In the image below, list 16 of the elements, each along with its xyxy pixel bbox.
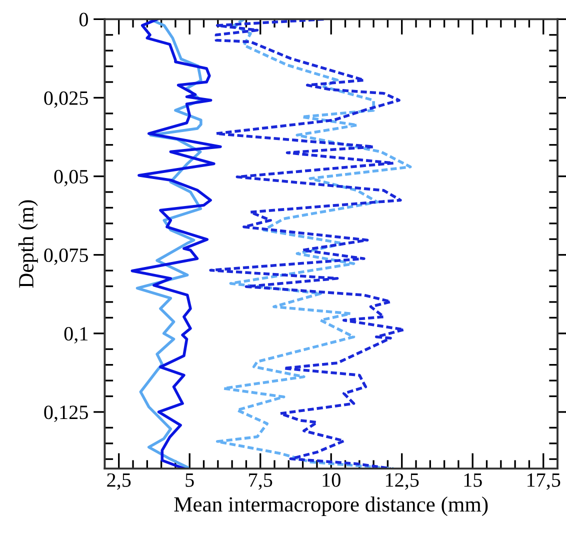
y-tick-label: 0,05 bbox=[54, 170, 88, 186]
x-tick-label: 2,5 bbox=[107, 473, 131, 490]
x-tick-label: 10 bbox=[322, 473, 340, 487]
y-tick-label: 0,1 bbox=[64, 327, 88, 344]
y-tick-label: 0,075 bbox=[44, 248, 88, 265]
line-series bbox=[130, 19, 222, 469]
x-tick-label: 17,5 bbox=[528, 473, 560, 490]
y-tick-label: 0,125 bbox=[44, 406, 88, 422]
x-axis-title: Mean intermacropore distance (mm) bbox=[174, 496, 488, 516]
x-tick-label: 15 bbox=[464, 473, 482, 487]
x-tick-label: 7,5 bbox=[249, 473, 272, 490]
x-tick-label: 12,5 bbox=[386, 473, 419, 490]
y-axis-title: Depth (m) bbox=[18, 200, 38, 288]
y-tick-label: 0,025 bbox=[44, 91, 88, 108]
x-tick-label: 5 bbox=[186, 473, 194, 487]
y-tick-label: 0 bbox=[79, 12, 88, 26]
